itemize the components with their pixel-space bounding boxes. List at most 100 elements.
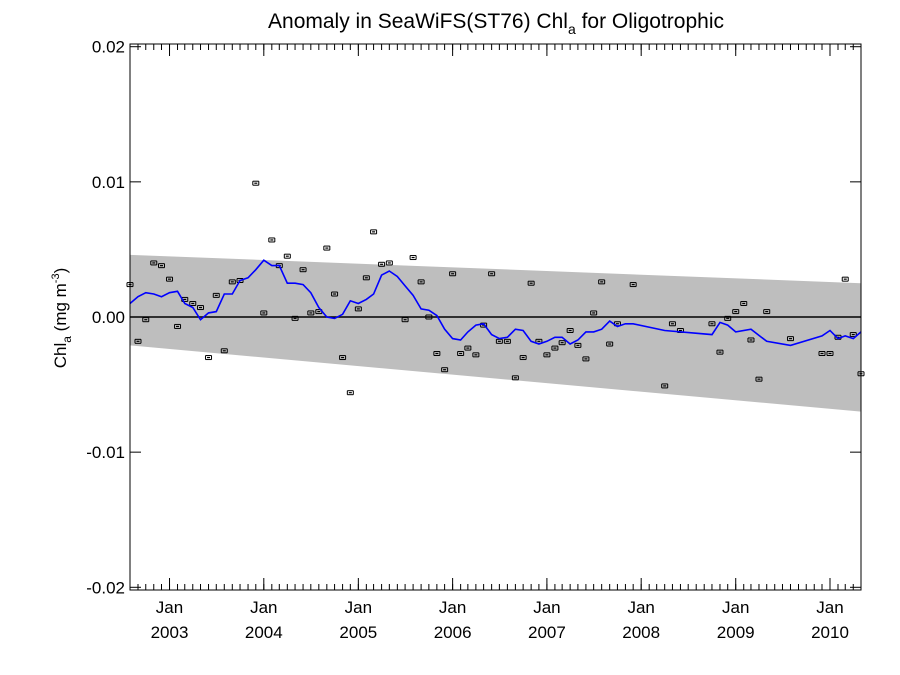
y-tick-label: 0.01 xyxy=(92,173,125,192)
data-point xyxy=(590,310,598,316)
data-point xyxy=(370,229,378,235)
data-point xyxy=(409,255,417,261)
data-point xyxy=(228,279,236,285)
y-axis-label-units: (mg m xyxy=(51,283,70,336)
data-point xyxy=(598,279,606,285)
x-tick-month-label: Jan xyxy=(627,598,654,617)
data-point xyxy=(511,375,519,381)
data-point xyxy=(417,279,425,285)
data-point xyxy=(661,383,669,389)
y-axis-label-superscript: -3 xyxy=(50,273,62,283)
axis-ticks: 0.02 0.01 0.00 -0.01 -0.02 Jan 2003 Jan 2004 Jan 2… xyxy=(86,38,862,642)
y-tick-label: -0.02 xyxy=(86,578,125,597)
data-point xyxy=(260,310,268,316)
data-point xyxy=(346,390,354,396)
y-axis-label-main: Chl xyxy=(51,343,70,369)
data-point xyxy=(747,337,755,343)
data-point xyxy=(724,315,732,321)
x-tick-month-label: Jan xyxy=(439,598,466,617)
data-point xyxy=(449,271,457,277)
data-point xyxy=(166,276,174,282)
data-point xyxy=(841,276,849,282)
x-tick-year-label: 2003 xyxy=(151,623,189,642)
y-tick-label: -0.01 xyxy=(86,443,125,462)
data-point xyxy=(732,309,740,315)
data-point xyxy=(354,306,362,312)
data-point xyxy=(378,261,386,267)
data-point xyxy=(488,271,496,277)
y-axis-label: Chla (mg m-3) xyxy=(50,268,74,369)
data-point xyxy=(629,282,637,288)
y-axis-label-close: ) xyxy=(51,268,70,274)
data-point xyxy=(527,280,535,286)
data-point xyxy=(708,321,716,327)
chart-title-tail: for Oligotrophic xyxy=(576,10,724,33)
data-point xyxy=(503,338,511,344)
data-point xyxy=(668,321,676,327)
data-point xyxy=(441,367,449,373)
x-tick-year-label: 2009 xyxy=(717,623,755,642)
data-point xyxy=(401,317,409,323)
data-point xyxy=(315,309,323,315)
data-point xyxy=(331,291,339,297)
data-point xyxy=(574,342,582,348)
x-tick-month-label: Jan xyxy=(345,598,372,617)
x-tick-year-label: 2010 xyxy=(811,623,849,642)
observation-marks xyxy=(126,180,865,396)
data-point xyxy=(307,310,315,316)
data-point xyxy=(158,263,166,269)
data-point xyxy=(174,323,182,329)
data-point xyxy=(543,352,551,358)
chart-title: Anomaly in SeaWiFS(ST76) Chla for Oligot… xyxy=(268,10,724,37)
x-tick-year-label: 2007 xyxy=(528,623,566,642)
data-point xyxy=(786,336,794,342)
data-point xyxy=(716,349,724,355)
data-point xyxy=(519,355,527,361)
x-tick-month-label: Jan xyxy=(250,598,277,617)
data-point xyxy=(740,300,748,306)
x-tick-year-label: 2004 xyxy=(245,623,283,642)
data-point xyxy=(134,338,142,344)
data-point xyxy=(582,356,590,362)
data-point xyxy=(472,352,480,358)
data-point xyxy=(339,355,347,361)
data-point xyxy=(362,275,370,281)
data-point xyxy=(142,317,150,323)
data-point xyxy=(385,260,393,266)
x-tick-month-label: Jan xyxy=(722,598,749,617)
data-point xyxy=(220,348,228,354)
data-point xyxy=(818,350,826,356)
confidence-band-layer xyxy=(130,254,861,412)
data-point xyxy=(425,314,433,320)
y-tick-label: 0.00 xyxy=(92,308,125,327)
x-tick-year-label: 2005 xyxy=(339,623,377,642)
data-point xyxy=(268,237,276,243)
data-point xyxy=(291,315,299,321)
data-point xyxy=(676,328,684,334)
data-point xyxy=(212,292,220,298)
y-tick-label: 0.02 xyxy=(92,38,125,57)
chart-title-main: Anomaly in SeaWiFS(ST76) Chl xyxy=(268,10,568,33)
data-point xyxy=(558,340,566,346)
x-tick-month-label: Jan xyxy=(156,598,183,617)
x-tick-month-label: Jan xyxy=(816,598,843,617)
data-point xyxy=(323,245,331,251)
confidence-band xyxy=(130,254,861,412)
data-point xyxy=(755,376,763,382)
data-point xyxy=(299,267,307,273)
chart-title-subscript: a xyxy=(568,21,576,37)
data-point xyxy=(205,355,213,361)
x-tick-year-label: 2008 xyxy=(622,623,660,642)
x-tick-year-label: 2006 xyxy=(434,623,472,642)
data-point xyxy=(197,305,205,311)
data-point xyxy=(252,180,260,186)
data-point xyxy=(826,350,834,356)
data-point xyxy=(433,350,441,356)
data-point xyxy=(464,345,472,351)
data-point xyxy=(457,350,465,356)
data-point xyxy=(763,309,771,315)
running-mean-line xyxy=(129,259,862,347)
data-point xyxy=(283,253,291,259)
data-point xyxy=(150,260,158,266)
